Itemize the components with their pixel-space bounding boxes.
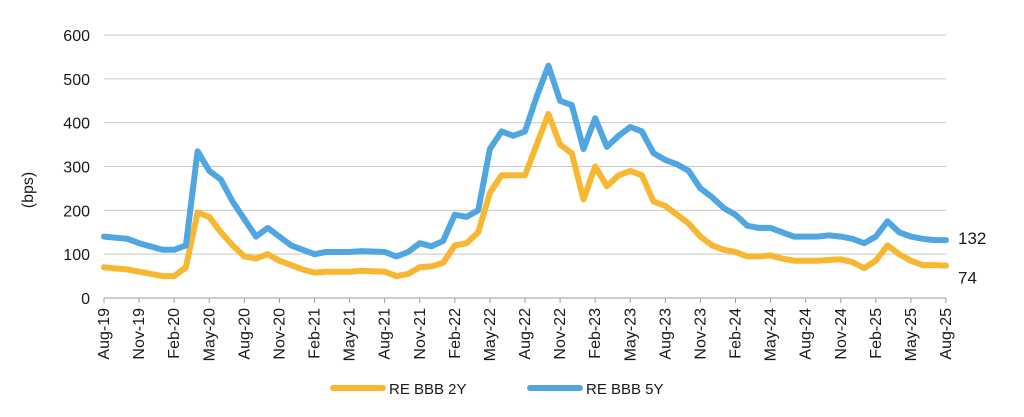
y-tick-label: 0	[81, 291, 90, 308]
x-tick-label: Aug-19	[96, 308, 113, 360]
y-axis-label: (bps)	[20, 172, 37, 208]
legend: RE BBB 2Y RE BBB 5Y	[330, 381, 664, 398]
x-tick-label: Aug-25	[938, 308, 955, 360]
x-tick-label: Aug-24	[798, 308, 815, 360]
x-tick-label: Nov-24	[833, 308, 850, 360]
y-tick-label: 400	[63, 116, 90, 133]
x-tick-label: Aug-21	[377, 308, 394, 360]
series-line-1	[101, 62, 949, 260]
y-tick-label: 500	[63, 72, 90, 89]
x-tick-label: May-23	[622, 308, 639, 361]
y-tick-label: 100	[63, 247, 90, 264]
y-tick-label: 600	[63, 28, 90, 45]
x-tick-label: Nov-23	[692, 308, 709, 360]
x-tick-label: Feb-24	[728, 308, 745, 359]
x-tick-label: Feb-20	[166, 308, 183, 359]
x-tick-label: May-25	[903, 308, 920, 361]
x-tick-label: Feb-25	[868, 308, 885, 359]
x-tick-label: Feb-23	[587, 308, 604, 359]
x-tick-label: Aug-22	[517, 308, 534, 360]
x-tick-label: May-22	[482, 308, 499, 361]
series-lines	[101, 62, 949, 280]
x-tick-label: May-24	[763, 308, 780, 361]
end-labels: 74 132	[958, 229, 986, 287]
x-tick-label: Feb-22	[447, 308, 464, 359]
y-tick-label: 300	[63, 160, 90, 177]
y-axis-ticks: 0 100 200 300 400 500 600	[63, 28, 90, 308]
x-tick-label: May-20	[201, 308, 218, 361]
x-tick-label: Nov-22	[552, 308, 569, 360]
x-tick-label: Feb-21	[307, 308, 324, 359]
x-tick-label: Nov-21	[412, 308, 429, 360]
legend-label-0: RE BBB 2Y	[389, 381, 467, 398]
y-tick-label: 200	[63, 203, 90, 220]
gridlines	[104, 34, 946, 255]
end-label-0: 74	[958, 269, 977, 288]
end-label-1: 132	[958, 229, 986, 248]
x-tick-label: Aug-20	[236, 308, 253, 360]
x-tick-label: Nov-20	[271, 308, 288, 360]
x-axis-ticks: Aug-19 Nov-19 Feb-20 May-20 Aug-20 Nov-20 Feb-…	[96, 298, 955, 361]
x-tick-label: Aug-23	[657, 308, 674, 360]
x-tick-label: Nov-19	[131, 308, 148, 360]
legend-label-1: RE BBB 5Y	[586, 381, 664, 398]
series-line-0	[101, 110, 949, 280]
x-tick-label: May-21	[342, 308, 359, 361]
